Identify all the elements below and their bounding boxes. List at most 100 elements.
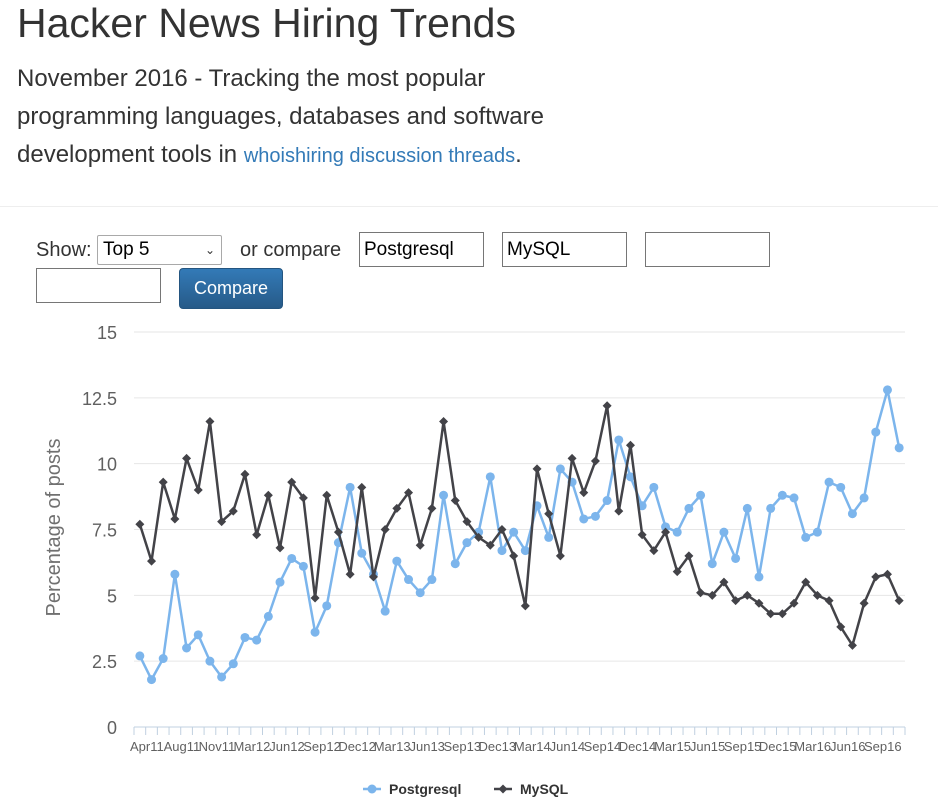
- x-tick-label: Mar13: [374, 739, 411, 754]
- data-point-postgresql: [672, 527, 682, 537]
- compare-button[interactable]: Compare: [179, 268, 283, 309]
- data-point-mysql: [275, 543, 285, 553]
- page-lead: November 2016 - Tracking the most popula…: [17, 60, 617, 175]
- data-point-mysql: [707, 590, 717, 600]
- x-tick-label: Jun16: [830, 739, 865, 754]
- x-tick-label: Aug11: [164, 739, 201, 754]
- data-point-mysql: [661, 527, 671, 537]
- x-tick-label: Nov11: [199, 739, 236, 754]
- data-point-mysql: [368, 572, 378, 582]
- data-point-mysql: [602, 401, 612, 411]
- x-tick-label: Sep14: [584, 739, 622, 754]
- series-line-mysql: [138, 404, 901, 647]
- data-point-postgresql: [707, 559, 717, 569]
- data-point-mysql: [625, 440, 635, 450]
- data-point-postgresql: [509, 527, 519, 537]
- data-point-postgresql: [240, 632, 250, 642]
- compare-input-2[interactable]: MySQL: [502, 232, 627, 267]
- data-point-postgresql: [555, 464, 565, 474]
- x-tick-label: Jun12: [269, 739, 304, 754]
- data-point-mysql: [228, 506, 238, 516]
- data-point-postgresql: [649, 482, 659, 492]
- data-point-postgresql: [193, 630, 203, 640]
- data-point-mysql: [590, 456, 600, 466]
- data-point-postgresql: [766, 503, 776, 513]
- data-point-mysql: [170, 514, 180, 524]
- data-point-postgresql: [590, 511, 600, 521]
- data-point-mysql: [544, 509, 554, 519]
- data-point-mysql: [217, 517, 227, 527]
- data-point-postgresql: [287, 553, 297, 563]
- x-tick-label: Jun14: [550, 739, 585, 754]
- x-tick-label: Dec14: [619, 739, 657, 754]
- whoishiring-link[interactable]: whoishiring discussion threads: [243, 145, 516, 167]
- compare-input-3[interactable]: [645, 232, 770, 267]
- data-point-postgresql: [614, 435, 624, 445]
- data-point-mysql: [579, 488, 589, 498]
- data-point-mysql: [742, 590, 752, 600]
- compare-input-1[interactable]: Postgresql: [359, 232, 484, 267]
- data-point-mysql: [310, 593, 320, 603]
- data-point-mysql: [801, 577, 811, 587]
- data-point-postgresql: [824, 477, 834, 487]
- legend-marker: [367, 784, 377, 794]
- data-point-mysql: [158, 477, 168, 487]
- data-point-mysql: [193, 485, 203, 495]
- y-tick-label: 12.5: [82, 389, 117, 409]
- data-point-postgresql: [847, 509, 857, 519]
- data-point-postgresql: [263, 611, 273, 621]
- data-point-mysql: [696, 588, 706, 598]
- data-point-mysql: [754, 598, 764, 608]
- select-value: Top 5: [103, 239, 150, 260]
- data-point-postgresql: [170, 569, 180, 579]
- data-point-mysql: [894, 596, 904, 606]
- data-point-postgresql: [602, 496, 612, 506]
- data-point-postgresql: [625, 472, 635, 482]
- data-point-mysql: [182, 453, 192, 463]
- data-point-mysql: [415, 540, 425, 550]
- data-point-postgresql: [719, 527, 729, 537]
- data-point-mysql: [555, 551, 565, 561]
- x-tick-label: Mar14: [514, 739, 551, 754]
- data-point-mysql: [836, 622, 846, 632]
- x-tick-label: Dec12: [338, 739, 376, 754]
- data-point-mysql: [789, 598, 799, 608]
- data-point-mysql: [684, 551, 694, 561]
- data-point-mysql: [298, 493, 308, 503]
- x-tick-label: Mar16: [794, 739, 831, 754]
- data-point-postgresql: [275, 577, 285, 587]
- data-point-mysql: [719, 577, 729, 587]
- legend-label-mysql: MySQL: [520, 781, 569, 797]
- data-point-mysql: [404, 488, 414, 498]
- x-tick-label: Dec15: [759, 739, 797, 754]
- compare-label: or compare: [240, 239, 342, 261]
- data-point-mysql: [766, 609, 776, 619]
- data-point-mysql: [824, 596, 834, 606]
- data-point-postgresql: [801, 532, 811, 542]
- data-point-postgresql: [135, 651, 145, 661]
- data-point-mysql: [532, 464, 542, 474]
- compare-input-4[interactable]: [36, 268, 161, 303]
- x-tick-label: Jun15: [690, 739, 725, 754]
- chevron-down-icon: ⌄: [204, 243, 215, 257]
- x-tick-label: Mar15: [654, 739, 691, 754]
- data-point-postgresql: [252, 635, 262, 645]
- data-point-mysql: [485, 540, 495, 550]
- data-point-postgresql: [205, 656, 215, 666]
- data-point-postgresql: [859, 493, 869, 503]
- data-point-postgresql: [684, 503, 694, 513]
- data-point-mysql: [287, 477, 297, 487]
- y-tick-label: 15: [97, 323, 117, 343]
- data-point-postgresql: [485, 472, 495, 482]
- data-point-mysql: [450, 496, 460, 506]
- data-point-mysql: [731, 596, 741, 606]
- data-point-mysql: [392, 503, 402, 513]
- data-point-mysql: [333, 527, 343, 537]
- top-select[interactable]: Top 5 ⌄: [97, 235, 222, 265]
- x-tick-label: Sep15: [724, 739, 762, 754]
- data-point-postgresql: [380, 606, 390, 616]
- data-point-postgresql: [742, 503, 752, 513]
- data-point-mysql: [322, 490, 332, 500]
- data-point-mysql: [427, 503, 437, 513]
